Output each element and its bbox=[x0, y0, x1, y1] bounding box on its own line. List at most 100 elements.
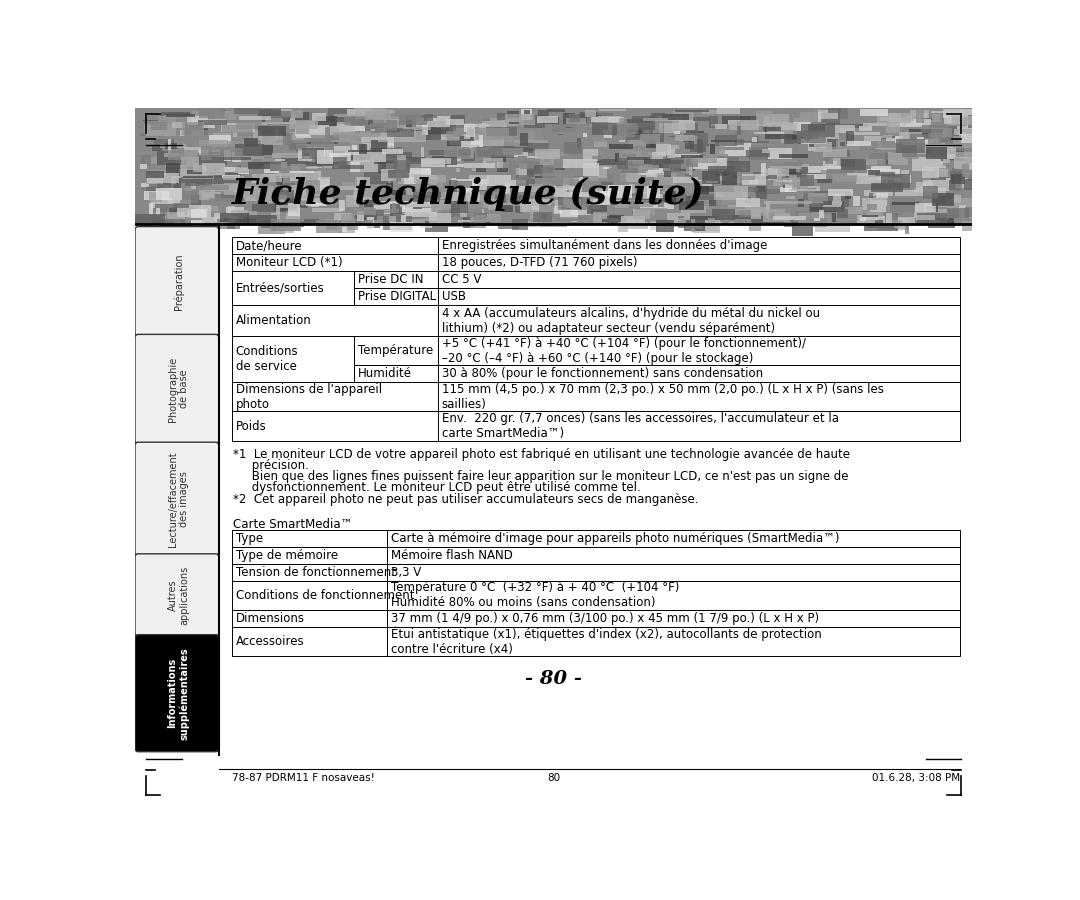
Bar bbox=[693, 158, 727, 168]
Bar bbox=[448, 217, 472, 227]
Bar bbox=[832, 201, 842, 205]
Bar bbox=[407, 193, 431, 204]
Bar bbox=[353, 188, 375, 200]
Bar bbox=[264, 174, 275, 187]
Text: Enregistrées simultanément dans les données d'image: Enregistrées simultanément dans les donn… bbox=[442, 239, 767, 252]
Bar bbox=[140, 164, 147, 169]
Bar bbox=[785, 173, 802, 185]
Bar bbox=[262, 144, 273, 155]
Bar bbox=[568, 179, 579, 186]
Bar bbox=[151, 122, 167, 130]
Bar bbox=[333, 132, 360, 138]
Bar bbox=[563, 113, 575, 123]
Bar bbox=[766, 209, 785, 220]
Bar bbox=[693, 202, 721, 212]
Bar bbox=[638, 194, 657, 203]
Bar bbox=[384, 121, 413, 130]
Bar bbox=[910, 134, 933, 139]
Bar bbox=[424, 126, 429, 135]
Bar bbox=[609, 144, 633, 148]
Bar bbox=[557, 197, 563, 205]
Bar bbox=[784, 140, 802, 144]
Bar bbox=[483, 158, 503, 167]
Bar bbox=[617, 132, 635, 138]
Bar bbox=[892, 202, 919, 204]
Text: précision.: précision. bbox=[233, 459, 309, 472]
Bar bbox=[864, 159, 883, 166]
Bar bbox=[337, 122, 346, 134]
Bar bbox=[283, 188, 313, 202]
Bar bbox=[670, 154, 681, 167]
Bar bbox=[353, 193, 387, 197]
Bar bbox=[637, 167, 670, 176]
Bar bbox=[689, 164, 692, 176]
Bar bbox=[890, 202, 924, 212]
Text: Conditions
de service: Conditions de service bbox=[235, 345, 298, 373]
Text: Alimentation: Alimentation bbox=[235, 314, 311, 327]
Bar bbox=[235, 116, 261, 129]
Bar bbox=[360, 130, 370, 136]
Bar bbox=[959, 132, 967, 136]
Bar bbox=[515, 186, 540, 192]
Bar bbox=[885, 153, 888, 166]
Bar bbox=[269, 111, 296, 118]
Bar bbox=[836, 207, 863, 214]
Bar bbox=[491, 148, 507, 162]
Bar bbox=[648, 157, 681, 168]
Bar bbox=[480, 148, 511, 150]
Bar bbox=[906, 118, 916, 121]
Bar bbox=[698, 133, 708, 146]
Bar bbox=[494, 152, 517, 157]
Bar bbox=[407, 194, 424, 199]
Bar bbox=[296, 125, 328, 138]
Bar bbox=[306, 180, 321, 194]
Bar bbox=[841, 158, 855, 166]
Bar bbox=[390, 203, 402, 216]
Text: 115 mm (4,5 po.) x 70 mm (2,3 po.) x 50 mm (2,0 po.) (L x H x P) (sans les
saill: 115 mm (4,5 po.) x 70 mm (2,3 po.) x 50 … bbox=[442, 382, 883, 410]
Bar bbox=[748, 223, 761, 231]
Bar bbox=[164, 182, 170, 189]
Bar bbox=[827, 188, 853, 196]
Bar bbox=[232, 305, 960, 336]
Bar bbox=[360, 149, 376, 159]
Bar bbox=[914, 187, 939, 192]
Bar bbox=[192, 130, 213, 135]
Bar bbox=[170, 207, 194, 214]
Bar bbox=[247, 162, 270, 169]
Bar bbox=[288, 203, 300, 216]
Bar bbox=[793, 222, 812, 236]
Bar bbox=[818, 134, 828, 142]
Bar bbox=[651, 112, 664, 120]
Bar bbox=[446, 158, 463, 167]
Bar bbox=[463, 195, 496, 209]
Bar bbox=[202, 125, 215, 128]
Bar bbox=[394, 131, 427, 142]
Bar bbox=[783, 177, 814, 184]
Bar bbox=[262, 159, 285, 161]
Bar bbox=[615, 202, 627, 209]
Bar bbox=[458, 220, 484, 222]
Bar bbox=[719, 142, 752, 156]
Bar bbox=[538, 110, 550, 122]
Bar bbox=[780, 187, 797, 192]
Bar bbox=[685, 219, 690, 220]
Bar bbox=[185, 178, 213, 185]
Bar bbox=[536, 176, 556, 178]
Bar bbox=[596, 118, 612, 124]
Bar bbox=[629, 153, 646, 166]
Bar bbox=[383, 124, 391, 131]
Bar bbox=[355, 108, 387, 120]
Bar bbox=[527, 156, 539, 158]
Bar bbox=[784, 220, 794, 228]
Bar bbox=[291, 201, 309, 208]
Bar bbox=[154, 204, 189, 208]
Bar bbox=[825, 125, 854, 133]
Bar bbox=[461, 152, 475, 161]
Bar bbox=[860, 141, 878, 150]
Bar bbox=[514, 140, 548, 143]
Bar bbox=[598, 171, 625, 183]
Bar bbox=[234, 167, 248, 174]
Bar bbox=[407, 190, 436, 194]
Bar bbox=[187, 116, 208, 125]
Bar bbox=[665, 192, 676, 202]
